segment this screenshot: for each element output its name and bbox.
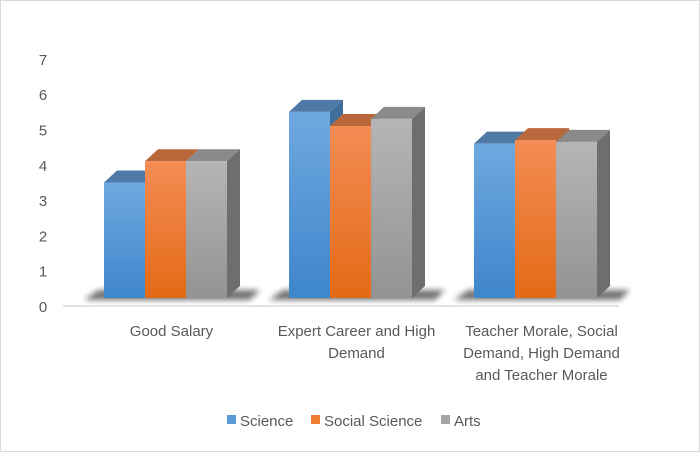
bar-social-science [330, 113, 384, 298]
bar-top-face [145, 149, 199, 162]
y-tick-label: 7 [39, 52, 47, 69]
bar-science [474, 131, 528, 298]
legend-label: Social Science [324, 413, 422, 430]
legend-item: Social Science [311, 413, 422, 430]
legend-swatch [227, 415, 236, 424]
y-tick-label: 3 [39, 193, 47, 210]
x-tick-label: Demand, High Demand [463, 345, 620, 362]
y-tick-label: 2 [39, 228, 47, 245]
legend-item: Arts [441, 413, 481, 430]
bar-front-face [371, 118, 412, 298]
bar-arts [186, 149, 240, 298]
bar-top-face [556, 129, 610, 142]
x-tick-label: Demand [328, 345, 385, 362]
bar-front-face [474, 143, 515, 298]
x-tick-label: Expert Career and High [278, 323, 436, 340]
bar-arts [556, 129, 610, 298]
bar-front-face [289, 111, 330, 298]
y-tick-label: 5 [39, 123, 47, 140]
y-tick-label: 0 [39, 299, 47, 316]
bar-front-face [186, 161, 227, 298]
y-tick-label: 6 [39, 87, 47, 104]
legend-swatch [311, 415, 320, 424]
bar-side-face [227, 149, 240, 298]
y-tick-label: 4 [39, 158, 47, 175]
bar-top-face [186, 149, 240, 162]
x-tick-label: Good Salary [130, 323, 214, 340]
bar-social-science [145, 149, 199, 298]
bar-top-face [474, 131, 528, 144]
x-tick-label: Teacher Morale, Social [465, 323, 618, 340]
bar-front-face [330, 125, 371, 298]
x-tick-label: and Teacher Morale [475, 367, 607, 384]
bar-science [104, 170, 158, 298]
bar-front-face [556, 141, 597, 298]
y-tick-label: 1 [39, 264, 47, 281]
legend-item: Science [227, 413, 293, 430]
legend-swatch [441, 415, 450, 424]
bar-front-face [104, 182, 145, 298]
bar-top-face [371, 106, 425, 119]
legend-label: Science [240, 413, 293, 430]
legend-label: Arts [454, 413, 481, 430]
bar-front-face [515, 140, 556, 298]
bar-front-face [145, 161, 186, 298]
bar-top-face [104, 170, 158, 183]
bar-top-face [330, 113, 384, 126]
bar-top-face [515, 128, 569, 141]
bar-top-face [289, 99, 343, 112]
bar-side-face [597, 129, 610, 298]
bar-side-face [412, 106, 425, 298]
bar-arts [371, 106, 425, 298]
